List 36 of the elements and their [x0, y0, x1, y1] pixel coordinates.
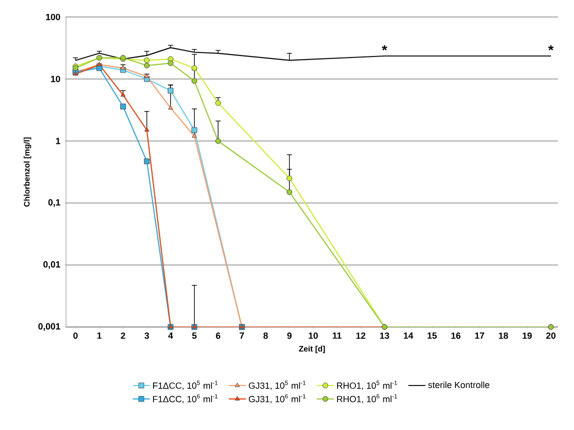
y-tick-label: 1 [56, 138, 60, 144]
x-tick-label: 14 [404, 332, 414, 339]
x-tick-label: 2 [120, 332, 126, 339]
legend-label: sterile Kontrolle [428, 381, 490, 388]
x-tick-label: 16 [451, 332, 460, 339]
x-tick-label: 11 [332, 332, 342, 339]
x-tick-label: 6 [216, 332, 220, 339]
x-tick-label: 9 [287, 332, 292, 339]
legend-label: F1ΔCC, 10$^{5}$ ml$^{-1}$ [153, 380, 218, 390]
y-tick-label: 0,001 [38, 323, 60, 331]
x-tick-label: 7 [240, 332, 244, 339]
x-tick-label: 1 [97, 332, 102, 339]
y-tick-label: 10 [51, 76, 60, 82]
x-tick-label: 3 [144, 332, 149, 339]
x-tick-label: 15 [428, 332, 437, 339]
x-tick-label: 0 [73, 332, 78, 339]
annotation: * [548, 45, 554, 50]
x-tick-label: 12 [356, 332, 366, 339]
legend-label: F1ΔCC, 10$^{6}$ ml$^{-1}$ [153, 394, 218, 404]
y-tick-label: 0,01 [43, 261, 60, 269]
x-tick-label: 13 [380, 332, 390, 339]
x-tick-label: 8 [263, 332, 268, 339]
x-tick-label: 10 [308, 332, 318, 339]
x-tick-label: 17 [475, 332, 484, 339]
legend-label: GJ31, 10$^{6}$ ml$^{-1}$ [248, 394, 306, 404]
legend-label: GJ31, 10$^{5}$ ml$^{-1}$ [248, 380, 306, 390]
x-tick-label: 5 [192, 332, 197, 339]
x-tick-label: 4 [168, 332, 174, 339]
annotation: * [382, 45, 388, 50]
y-tick-label: 100 [46, 14, 60, 20]
legend-label: RHO1, 10$^{6}$ ml$^{-1}$ [337, 394, 398, 404]
y-tick-label: 0,1 [48, 199, 60, 207]
x-tick-label: 19 [522, 332, 532, 339]
x-tick-label: 18 [498, 332, 508, 339]
x-tick-label: 20 [546, 332, 556, 339]
legend-label: RHO1, 10$^{5}$ ml$^{-1}$ [337, 380, 398, 390]
